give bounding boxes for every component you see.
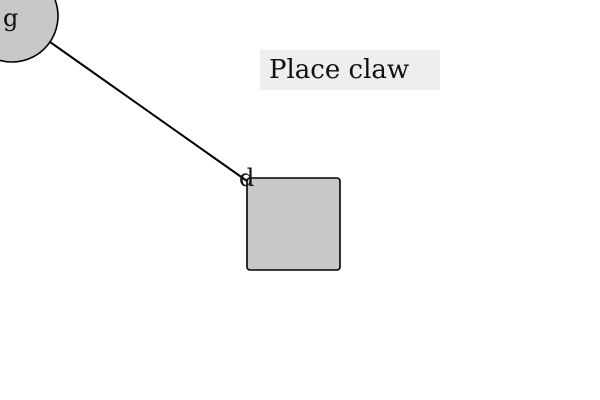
connector-edge: [49, 41, 248, 182]
node-g-label: g: [3, 4, 18, 32]
node-g[interactable]: g: [0, 0, 59, 63]
place-claw-button[interactable]: Place claw: [260, 50, 440, 90]
node-d-square[interactable]: [246, 177, 341, 271]
place-claw-label: Place claw: [269, 55, 410, 85]
node-d[interactable]: d: [239, 164, 341, 271]
node-d-label: d: [239, 164, 254, 192]
node-g-circle[interactable]: [0, 0, 59, 63]
